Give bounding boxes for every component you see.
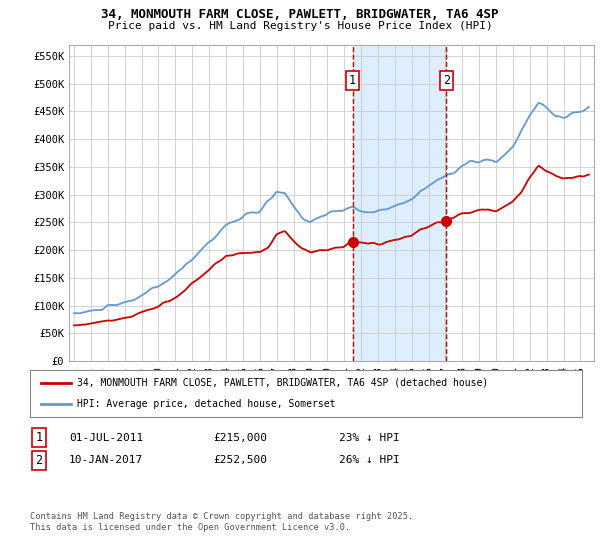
Text: HPI: Average price, detached house, Somerset: HPI: Average price, detached house, Some… <box>77 399 335 409</box>
Text: £252,500: £252,500 <box>213 455 267 465</box>
Text: 2: 2 <box>35 454 43 467</box>
Text: 26% ↓ HPI: 26% ↓ HPI <box>339 455 400 465</box>
Text: 01-JUL-2011: 01-JUL-2011 <box>69 433 143 443</box>
Text: 1: 1 <box>35 431 43 445</box>
Text: 23% ↓ HPI: 23% ↓ HPI <box>339 433 400 443</box>
Text: Price paid vs. HM Land Registry's House Price Index (HPI): Price paid vs. HM Land Registry's House … <box>107 21 493 31</box>
Text: £215,000: £215,000 <box>213 433 267 443</box>
Text: Contains HM Land Registry data © Crown copyright and database right 2025.
This d: Contains HM Land Registry data © Crown c… <box>30 512 413 532</box>
Text: 2: 2 <box>443 74 450 87</box>
Text: 34, MONMOUTH FARM CLOSE, PAWLETT, BRIDGWATER, TA6 4SP: 34, MONMOUTH FARM CLOSE, PAWLETT, BRIDGW… <box>101 8 499 21</box>
Text: 34, MONMOUTH FARM CLOSE, PAWLETT, BRIDGWATER, TA6 4SP (detached house): 34, MONMOUTH FARM CLOSE, PAWLETT, BRIDGW… <box>77 378 488 388</box>
Bar <box>353 45 446 361</box>
Text: 10-JAN-2017: 10-JAN-2017 <box>69 455 143 465</box>
Text: 1: 1 <box>349 74 356 87</box>
